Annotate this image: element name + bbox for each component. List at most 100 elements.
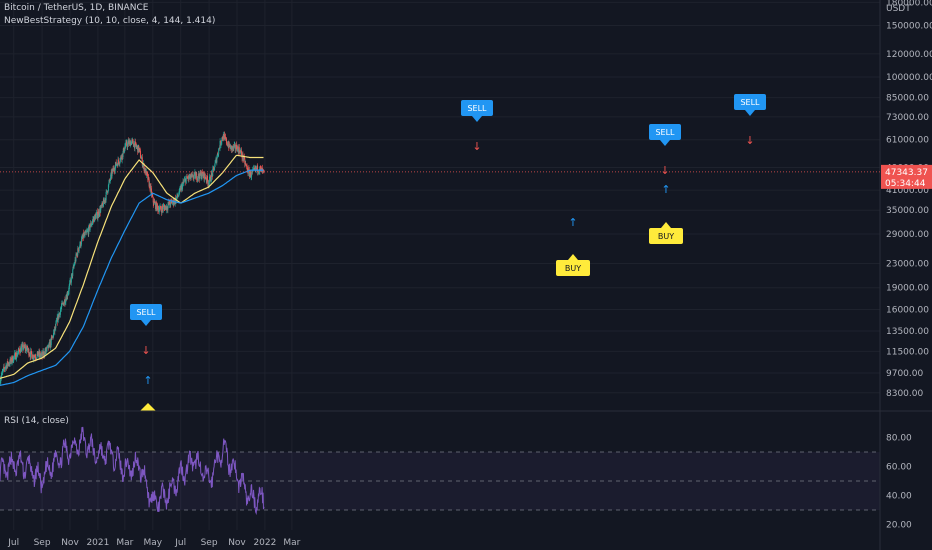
candle-body <box>132 139 134 141</box>
countdown-label: 05:34:44 <box>885 179 926 189</box>
candle-body <box>159 207 161 210</box>
price-tick-label: 11500.00 <box>886 347 929 357</box>
candle-body <box>161 206 163 213</box>
candle-body <box>258 171 260 172</box>
candle-body <box>150 186 152 189</box>
candle-body <box>214 166 216 170</box>
rsi-pane <box>0 426 880 516</box>
candle-body <box>139 148 141 151</box>
candle-body <box>220 141 222 144</box>
time-tick-label: Jul <box>174 538 186 548</box>
candle-body <box>195 174 197 179</box>
price-tick-label: 8300.00 <box>886 389 923 399</box>
candle-body <box>66 293 68 301</box>
candle-body <box>14 353 16 356</box>
symbol-title[interactable]: Bitcoin / TetherUS, 1D, BINANCE <box>4 3 149 13</box>
candle-body <box>63 302 65 306</box>
candle-body <box>67 292 69 295</box>
candle-body <box>143 163 145 172</box>
candle-body <box>113 167 115 170</box>
price-tick-label: 150000.00 <box>886 22 932 32</box>
buy-label-box <box>556 260 590 276</box>
candle-body <box>223 135 225 141</box>
candle-body <box>78 247 80 251</box>
candle-body <box>64 302 66 304</box>
candle-body <box>246 166 248 168</box>
candle-body <box>50 337 52 346</box>
time-tick-label: Nov <box>61 538 79 548</box>
rsi-label[interactable]: RSI (14, close) <box>4 416 69 426</box>
candle-body <box>53 332 55 338</box>
candle-body <box>6 364 8 369</box>
buy-label-text: BUY <box>658 232 674 241</box>
sell-label-pointer <box>745 110 755 116</box>
candle-body <box>243 156 245 159</box>
candle-body <box>116 164 118 166</box>
candle-body <box>31 358 33 360</box>
candle-body <box>96 213 98 215</box>
candle-body <box>204 173 206 177</box>
candle-body <box>91 221 93 224</box>
price-tick-label: 85000.00 <box>886 94 929 104</box>
candle-body <box>123 147 125 153</box>
candle-body <box>242 159 244 161</box>
candle-body <box>21 345 23 347</box>
strategy-label[interactable]: NewBestStrategy (10, 10, close, 4, 144, … <box>4 16 216 26</box>
candle-body <box>235 148 237 150</box>
candle-body <box>166 206 168 210</box>
candle-body <box>214 160 216 163</box>
candle-body <box>56 320 58 322</box>
candle-body <box>199 171 201 179</box>
candle-body <box>252 170 254 173</box>
candle-body <box>61 303 63 304</box>
candle-body <box>186 176 188 178</box>
candle-body <box>0 378 2 381</box>
candle-body <box>161 206 163 208</box>
candle-body <box>210 181 212 182</box>
candle-body <box>177 195 179 197</box>
candle-body <box>30 351 32 358</box>
candle-body <box>209 176 211 182</box>
candle-body <box>124 145 126 147</box>
candle-body <box>218 148 220 155</box>
candle-body <box>54 326 56 332</box>
candle-body <box>154 201 156 203</box>
candle-body <box>12 361 14 363</box>
candle-body <box>39 352 41 357</box>
sell-arrow-icon: ↓ <box>660 164 669 177</box>
buy-label-pointer <box>140 403 156 411</box>
sell-label-text: SELL <box>655 128 675 137</box>
sell-arrow-icon: ↓ <box>472 140 481 153</box>
candle-body <box>43 355 45 356</box>
candle-body <box>73 264 75 267</box>
candle-body <box>32 355 34 359</box>
sell-label-pointer <box>472 116 482 122</box>
candle-body <box>173 203 175 205</box>
candle-body <box>37 351 39 357</box>
candle-body <box>4 366 6 369</box>
candle-body <box>230 145 232 150</box>
candle-body <box>201 176 203 179</box>
candle-body <box>183 181 185 183</box>
candle-body <box>211 173 213 174</box>
candle-body <box>247 167 249 173</box>
candle-body <box>228 141 230 147</box>
time-tick-label: Mar <box>283 538 300 548</box>
candle-body <box>69 283 71 287</box>
candle-body <box>134 141 136 143</box>
candle-body <box>81 237 83 240</box>
candle-body <box>151 194 153 197</box>
candle-body <box>2 368 4 371</box>
candle-body <box>64 299 66 304</box>
candle-body <box>9 359 11 365</box>
sell-label-text: SELL <box>467 104 487 113</box>
time-tick-label: May <box>144 538 163 548</box>
candle-body <box>37 355 39 357</box>
candle-body <box>183 180 185 182</box>
buy-label-text: BUY <box>565 264 581 273</box>
candle-body <box>160 205 162 209</box>
candle-body <box>111 171 113 177</box>
candle-body <box>117 159 119 162</box>
candle-body <box>123 150 125 153</box>
